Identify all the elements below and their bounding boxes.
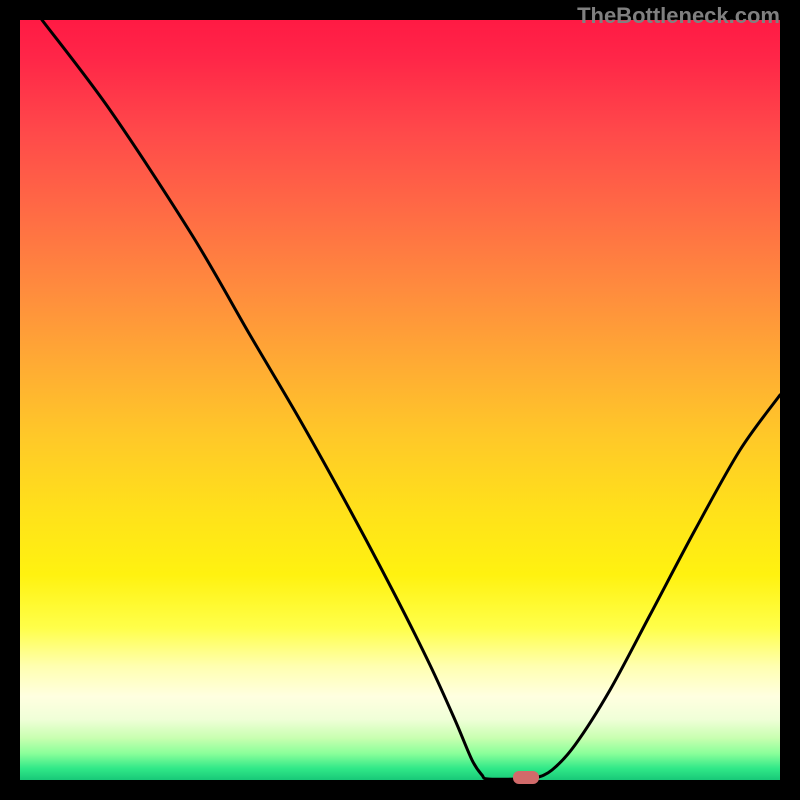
chart-container: TheBottleneck.com (0, 0, 800, 800)
plot-area (20, 20, 780, 780)
gradient-background (20, 20, 780, 780)
optimal-marker (513, 771, 539, 784)
watermark-text: TheBottleneck.com (577, 3, 780, 29)
curve-path (42, 20, 780, 779)
bottleneck-curve (20, 20, 780, 780)
